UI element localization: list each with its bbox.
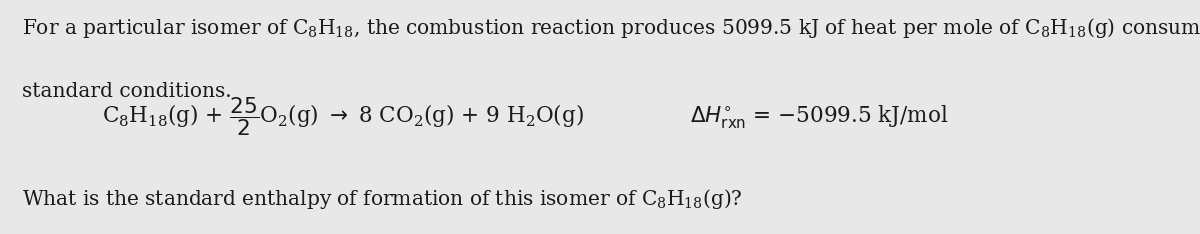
- Text: standard conditions.: standard conditions.: [22, 82, 232, 101]
- Text: What is the standard enthalpy of formation of this isomer of $\mathregular{C_8H_: What is the standard enthalpy of formati…: [22, 186, 743, 211]
- Text: For a particular isomer of $\mathregular{C_8H_{18}}$, the combustion reaction pr: For a particular isomer of $\mathregular…: [22, 16, 1200, 40]
- Text: $\Delta H^{\circ}_{\mathrm{rxn}}$ = −5099.5 kJ/mol: $\Delta H^{\circ}_{\mathrm{rxn}}$ = −509…: [690, 103, 948, 131]
- Text: $\mathregular{C_8H_{18}}$(g) + $\dfrac{25}{2}$$\mathregular{O_2}$(g) $\rightarro: $\mathregular{C_8H_{18}}$(g) + $\dfrac{2…: [102, 96, 583, 138]
